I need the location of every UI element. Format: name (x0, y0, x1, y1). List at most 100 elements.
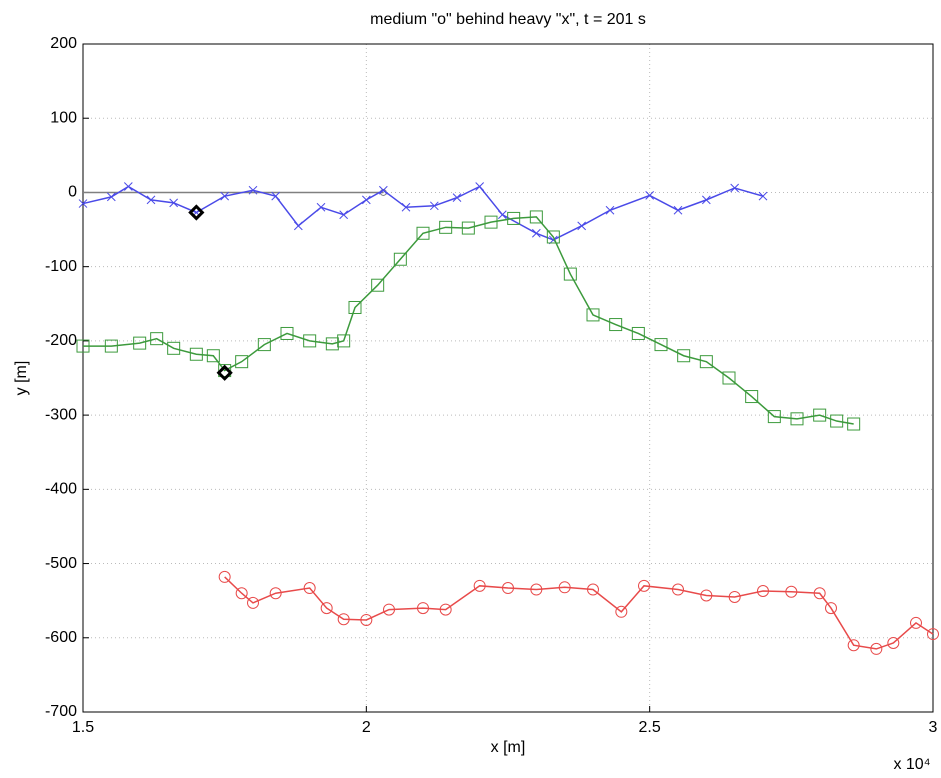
x-tick-label: 2.5 (639, 719, 661, 736)
y-tick-label: 200 (50, 35, 77, 52)
marker-x (293, 221, 303, 231)
marker-square (348, 300, 362, 314)
marker-circle (813, 587, 826, 600)
chart-title: medium "o" behind heavy "x", t = 201 s (370, 11, 646, 28)
marker-square (484, 215, 498, 229)
marker-square (722, 371, 736, 385)
marker-circle (337, 613, 350, 626)
marker-diamond (216, 364, 233, 381)
marker-circle (615, 605, 628, 618)
marker-circle (728, 590, 741, 603)
marker-x (316, 202, 326, 212)
marker-square (337, 334, 351, 348)
marker-circle (847, 639, 860, 652)
y-tick-label: 0 (68, 184, 77, 201)
marker-x (248, 185, 258, 195)
marker-x (146, 195, 156, 205)
marker-diamond (188, 204, 205, 221)
marker-circle (530, 583, 543, 596)
marker-square (104, 339, 118, 353)
marker-square (699, 355, 713, 369)
marker-square (235, 355, 249, 369)
marker-circle (927, 628, 939, 641)
y-tick-label: -100 (45, 258, 77, 275)
marker-circle (757, 585, 769, 598)
marker-square (303, 334, 317, 348)
marker-x (361, 195, 371, 205)
marker-square (507, 211, 521, 225)
marker-x (497, 210, 507, 220)
x-axis-label: x [m] (491, 739, 526, 756)
series-line (224, 576, 934, 650)
y-axis-label: y [m] (13, 361, 30, 396)
marker-circle (383, 603, 395, 616)
marker-circle (887, 636, 900, 649)
marker-square (393, 252, 407, 266)
marker-square (586, 308, 600, 322)
marker-square (790, 412, 804, 426)
marker-circle (700, 589, 713, 602)
marker-x (169, 198, 179, 208)
marker-square (150, 332, 164, 346)
marker-square (257, 338, 271, 352)
marker-x (429, 201, 439, 211)
marker-x (339, 210, 349, 220)
marker-square (767, 410, 781, 424)
x-tick-label: 1.5 (72, 719, 94, 736)
marker-circle (502, 582, 514, 595)
marker-square (461, 221, 475, 235)
marker-circle (672, 583, 684, 596)
y-tick-label: 100 (50, 109, 77, 126)
marker-square (280, 326, 294, 340)
series-line (83, 216, 854, 425)
marker-x (106, 192, 116, 202)
y-tick-label: -300 (45, 406, 77, 423)
marker-square (813, 408, 827, 422)
marker-square (609, 318, 623, 332)
marker-square (371, 278, 385, 292)
marker-circle (320, 602, 333, 615)
marker-square (325, 337, 339, 351)
marker-x (645, 191, 655, 200)
marker-square (439, 220, 453, 234)
marker-x (758, 191, 768, 201)
marker-square (654, 338, 668, 352)
marker-x (401, 202, 411, 212)
marker-square (529, 210, 543, 224)
marker-circle (439, 603, 452, 616)
marker-circle (473, 579, 486, 592)
marker-square (218, 364, 232, 378)
marker-circle (360, 613, 373, 626)
marker-square (745, 390, 759, 404)
y-tick-label: -400 (45, 481, 77, 498)
marker-circle (825, 602, 837, 615)
marker-square (847, 417, 861, 431)
x-tick-label: 3 (929, 719, 938, 736)
marker-x (605, 205, 615, 215)
marker-x (220, 191, 230, 201)
x-tick-label: 2 (362, 719, 371, 736)
marker-circle (218, 570, 231, 583)
y-tick-label: -500 (45, 555, 77, 572)
marker-square (189, 347, 203, 361)
marker-x (78, 199, 88, 208)
marker-square (546, 230, 560, 244)
marker-x (123, 182, 133, 191)
marker-x (577, 221, 587, 231)
marker-circle (235, 587, 248, 600)
marker-circle (785, 585, 798, 598)
marker-square (206, 349, 220, 363)
marker-square (76, 339, 90, 353)
marker-x (378, 185, 388, 195)
marker-square (133, 336, 147, 350)
x-exponent: x 10⁴ (893, 756, 930, 773)
marker-circle (638, 579, 650, 592)
marker-circle (303, 582, 316, 595)
marker-x (475, 182, 485, 191)
marker-circle (910, 616, 922, 629)
marker-circle (587, 583, 599, 596)
marker-x (271, 191, 281, 201)
y-tick-label: -700 (45, 703, 77, 720)
